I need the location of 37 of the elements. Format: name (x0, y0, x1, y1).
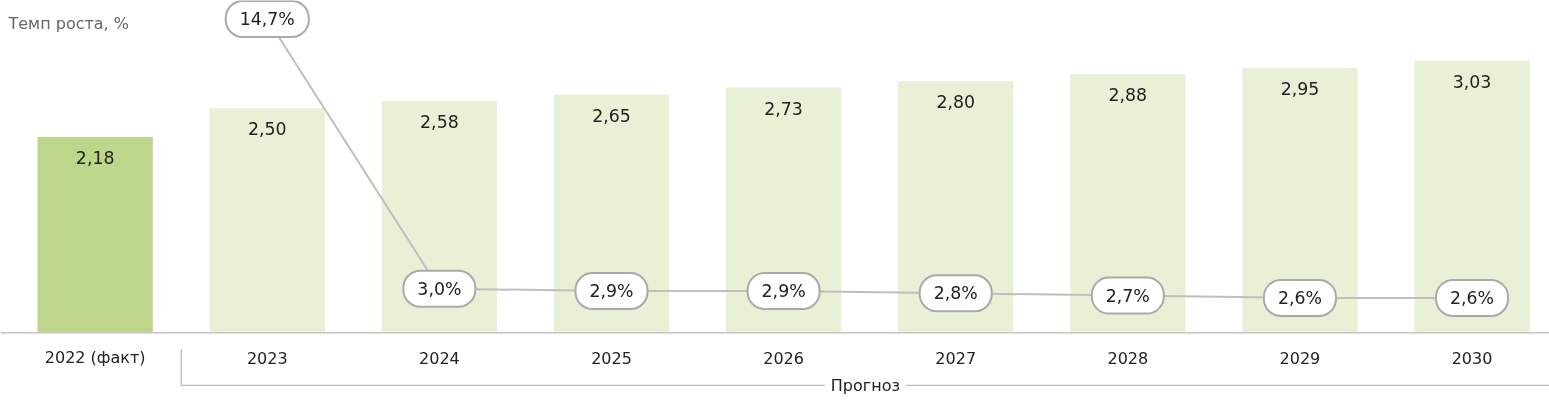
bar (1414, 60, 1530, 332)
x-tick-label: 2024 (419, 348, 460, 368)
data-label: 2,50 (247, 119, 287, 140)
text: Прогноз (830, 375, 900, 395)
x-tick-label: 2025 (591, 348, 632, 368)
bar (898, 81, 1014, 332)
bar (1070, 74, 1186, 332)
data-label: 2,73 (764, 98, 803, 119)
data-label: 2,6% (1450, 287, 1495, 308)
data-label: 2,9% (761, 281, 806, 301)
x-tick-label: 2029 (1279, 348, 1321, 368)
x-tick-label: 2030 (1451, 348, 1493, 368)
x-tick-label: 2026 (763, 348, 804, 368)
x-tick-label: 2028 (1107, 348, 1149, 368)
data-label: 2,9% (589, 281, 634, 301)
data-label: 2,8% (933, 283, 978, 304)
bar (1242, 67, 1358, 332)
y2-axis-title: Темп роста, % (7, 13, 129, 33)
data-label: 3,0% (417, 278, 462, 299)
x-tick-label: 2023 (246, 348, 288, 368)
data-label: 2,88 (1108, 85, 1148, 106)
data-label: 3,03 (1452, 71, 1492, 92)
data-label: 2,58 (420, 112, 459, 132)
data-label: 2,18 (75, 147, 115, 168)
data-label: 2,95 (1280, 78, 1320, 99)
data-label: 14,7% (239, 8, 295, 29)
bar (553, 94, 670, 332)
data-label: 2,6% (1277, 287, 1322, 308)
bar (381, 101, 498, 332)
data-label: 2,65 (592, 105, 631, 126)
x-tick-label: 2022 (факт) (44, 348, 146, 368)
x-tick-label: 2027 (935, 348, 977, 368)
bar (725, 87, 842, 332)
bar (37, 136, 153, 332)
data-label: 2,80 (936, 92, 976, 113)
bar (209, 108, 325, 332)
data-label: 2,7% (1105, 285, 1150, 306)
